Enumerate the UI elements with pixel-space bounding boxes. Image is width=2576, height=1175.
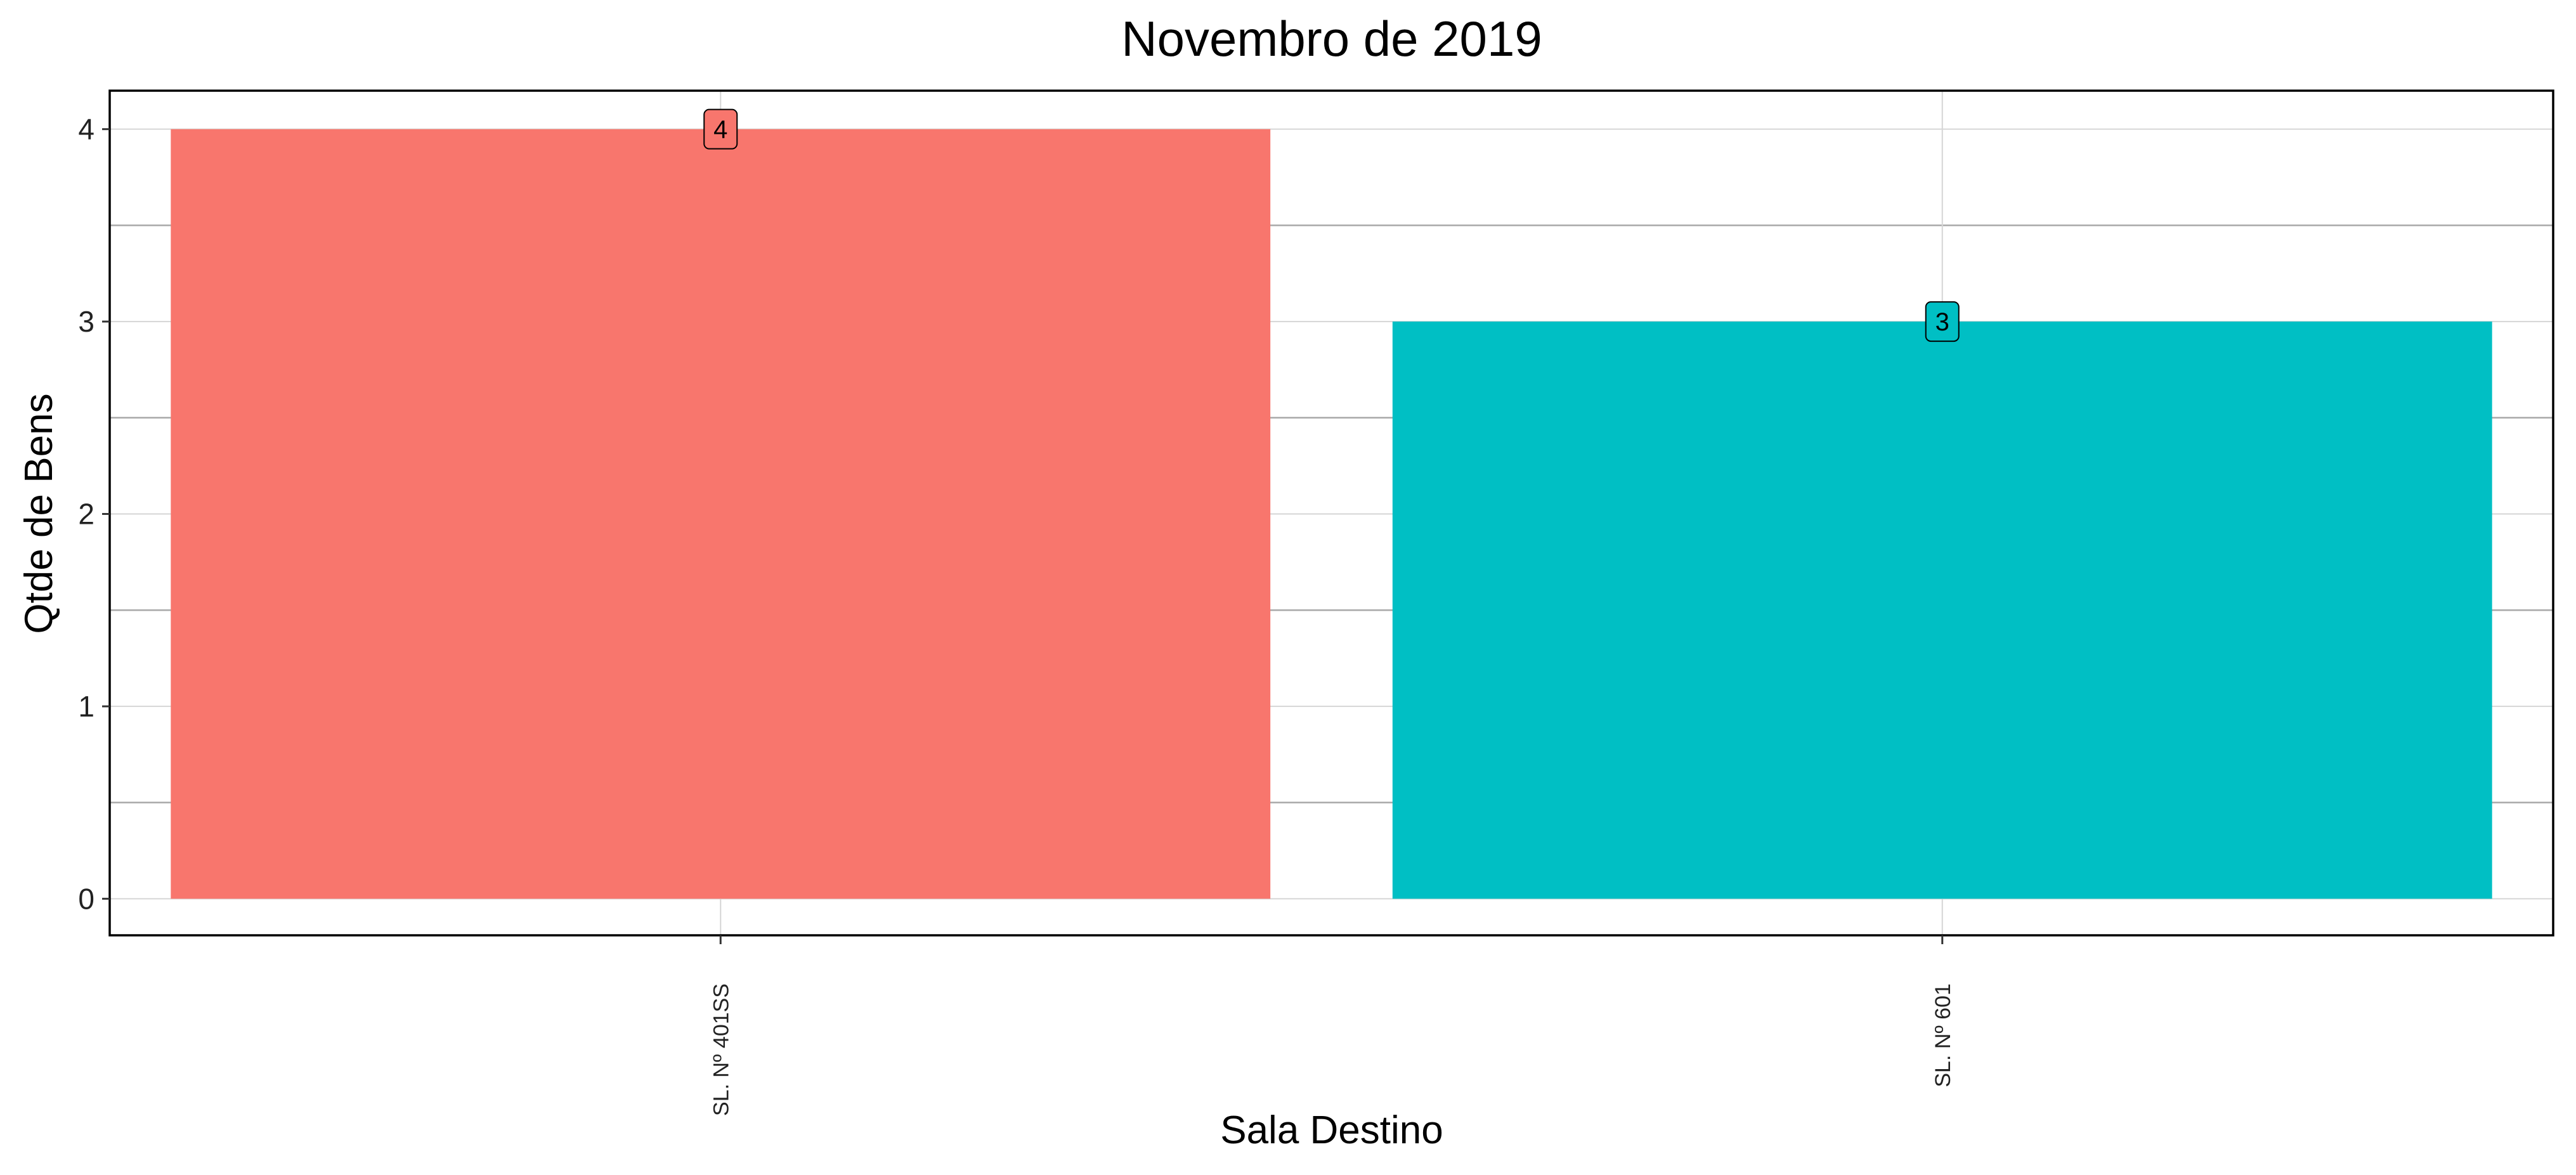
y-tick-label: 0 bbox=[78, 882, 94, 915]
data-label-box bbox=[703, 108, 738, 150]
y-axis: 0 1 2 3 4 bbox=[78, 113, 110, 915]
x-tick-label: SL. Nº 401SS bbox=[709, 983, 733, 1116]
x-axis: SL. Nº 401SS SL. Nº 601 bbox=[709, 935, 1955, 1116]
data-label-box bbox=[1925, 301, 1960, 342]
bars bbox=[171, 129, 2492, 899]
bar bbox=[171, 129, 1271, 899]
x-tick-label: SL. Nº 601 bbox=[1931, 983, 1955, 1087]
chart-title: Novembro de 2019 bbox=[1121, 11, 1542, 67]
y-tick-label: 2 bbox=[78, 498, 94, 531]
data-label-text: 4 bbox=[713, 116, 727, 144]
data-label-text: 3 bbox=[1935, 308, 1949, 336]
data-label: 3 bbox=[1925, 301, 1960, 342]
plot-panel-border bbox=[108, 89, 2554, 937]
y-tick-label: 4 bbox=[78, 113, 94, 146]
y-tick-label: 3 bbox=[78, 305, 94, 338]
x-axis-title: Sala Destino bbox=[1220, 1108, 1443, 1152]
data-label: 4 bbox=[703, 108, 738, 150]
y-axis-title: Qtde de Bens bbox=[17, 393, 61, 633]
bar bbox=[1392, 321, 2492, 899]
data-labels: 43 bbox=[703, 108, 1960, 342]
y-tick-label: 1 bbox=[78, 690, 94, 723]
